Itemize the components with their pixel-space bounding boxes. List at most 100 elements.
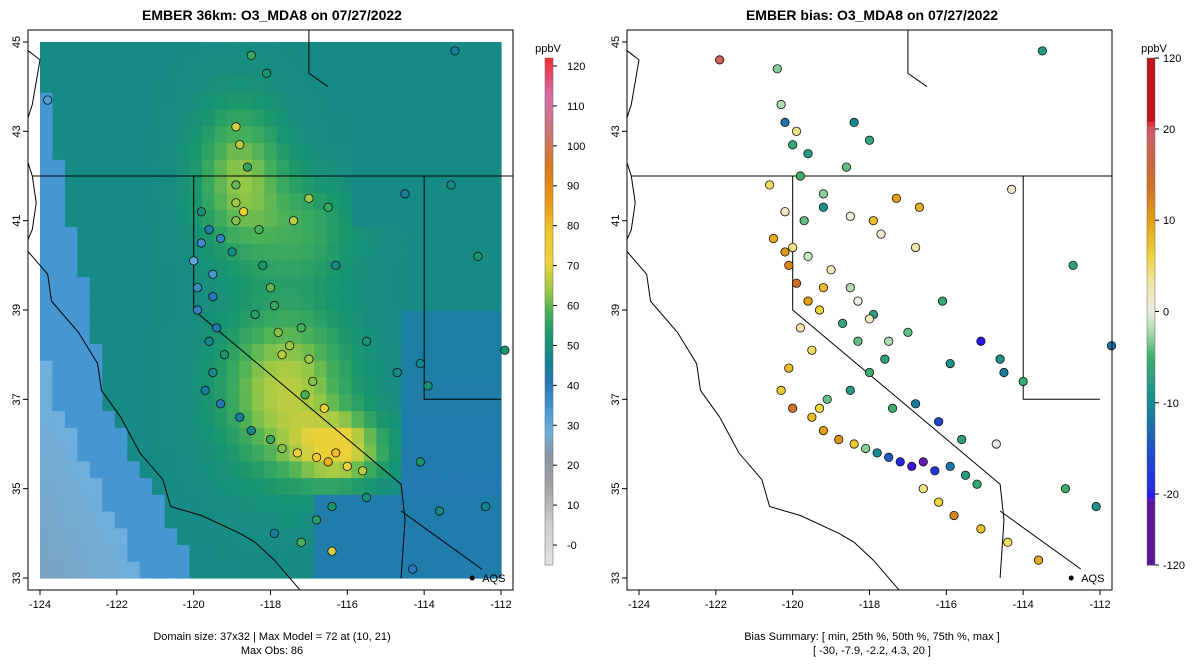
colorbar-segment (1147, 463, 1155, 469)
grid-cell (189, 460, 203, 479)
colorbar-segment (1147, 315, 1155, 321)
grid-cell (89, 527, 103, 546)
grid-cell (314, 561, 328, 579)
x-tick-label: -124 (29, 599, 51, 611)
grid-cell (139, 142, 153, 160)
colorbar-segment (545, 408, 553, 414)
colorbar-tick-label: 90 (567, 181, 579, 193)
grid-cell (251, 209, 265, 227)
grid-cell (339, 109, 353, 127)
grid-cell (177, 243, 191, 261)
grid-cell (301, 42, 315, 60)
grid-cell (363, 243, 378, 261)
colorbar-segment (545, 150, 553, 156)
grid-cell (189, 92, 203, 110)
grid-cell (301, 109, 315, 127)
grid-cell (239, 326, 253, 345)
grid-cell (152, 276, 166, 294)
grid-cell (251, 159, 265, 177)
colorbar-segment (1147, 341, 1155, 346)
grid-cell (201, 561, 216, 579)
grid-cell (201, 142, 216, 160)
colorbar-segment (1147, 100, 1155, 105)
colorbar-segment (545, 303, 553, 308)
grid-cell (388, 477, 402, 495)
grid-cell (251, 125, 265, 144)
colorbar-segment (545, 438, 553, 443)
grid-cell (239, 109, 253, 127)
grid-cell (326, 176, 340, 194)
grid-cell (164, 42, 178, 60)
grid-cell (89, 427, 103, 445)
grid-cell (488, 109, 502, 127)
observation-point (876, 229, 886, 239)
grid-cell (276, 58, 290, 77)
grid-cell (77, 192, 91, 211)
grid-cell (301, 494, 315, 512)
grid-cell (114, 460, 128, 479)
observation-point (215, 233, 226, 244)
grid-cell (451, 293, 465, 311)
grid-cell (239, 444, 253, 462)
grid-cell (114, 494, 128, 512)
grid-cell (301, 92, 315, 110)
grid-cell (77, 58, 91, 77)
grid-cell (314, 310, 328, 328)
y-tick-label: 45 (610, 36, 622, 48)
observation-point (887, 403, 898, 413)
colorbar-segment (545, 476, 553, 481)
grid-cell (426, 42, 440, 60)
grid-cell (451, 310, 465, 328)
colorbar-segment (1147, 290, 1155, 296)
colorbar-segment (545, 421, 553, 427)
grid-cell (289, 159, 303, 177)
grid-cell (351, 444, 365, 462)
colorbar-tick-label: -120 (1163, 560, 1185, 572)
grid-cell (326, 243, 340, 261)
observation-point (1060, 484, 1071, 494)
colorbar-segment (1147, 552, 1155, 558)
colorbar-segment (545, 341, 553, 346)
grid-cell (438, 310, 452, 328)
colorbar-segment (1147, 362, 1155, 367)
grid-cell (201, 477, 216, 495)
grid-cell (451, 410, 465, 428)
x-tick-label: -116 (936, 599, 957, 611)
grid-cell (177, 276, 191, 294)
grid-cell (289, 494, 303, 512)
colorbar-segment (545, 155, 553, 160)
bias-colorbar-label: ppbV (1141, 43, 1167, 55)
grid-cell (114, 310, 128, 328)
grid-cell (326, 58, 340, 77)
grid-cell (152, 326, 166, 345)
grid-cell (114, 243, 128, 261)
grid-cell (438, 159, 452, 177)
grid-cell (413, 58, 427, 77)
grid-cell (52, 444, 66, 462)
grid-cell (102, 410, 116, 428)
grid-cell (114, 159, 128, 177)
grid-cell (339, 42, 353, 60)
observation-point (818, 189, 829, 199)
grid-cell (438, 109, 452, 127)
x-tick-label: -116 (337, 599, 358, 611)
observation-point (196, 238, 206, 248)
grid-cell (438, 142, 452, 160)
grid-cell (451, 343, 465, 361)
grid-cell (351, 109, 365, 127)
x-axis: -124 -122 -120 -118 -116 -114 -112 (29, 590, 512, 611)
grid-cell (114, 42, 128, 60)
grid-cell (488, 259, 502, 278)
grid-cell (251, 92, 265, 110)
grid-cell (64, 460, 78, 479)
grid-cell (388, 326, 402, 345)
grid-cell (289, 259, 303, 278)
grid-cell (89, 360, 103, 378)
grid-cell (289, 310, 303, 328)
grid-cell (152, 192, 166, 211)
grid-cell (363, 561, 378, 579)
grid-cell (127, 293, 141, 311)
grid-cell (376, 511, 390, 529)
grid-cell (152, 75, 166, 93)
grid-cell (40, 42, 54, 60)
